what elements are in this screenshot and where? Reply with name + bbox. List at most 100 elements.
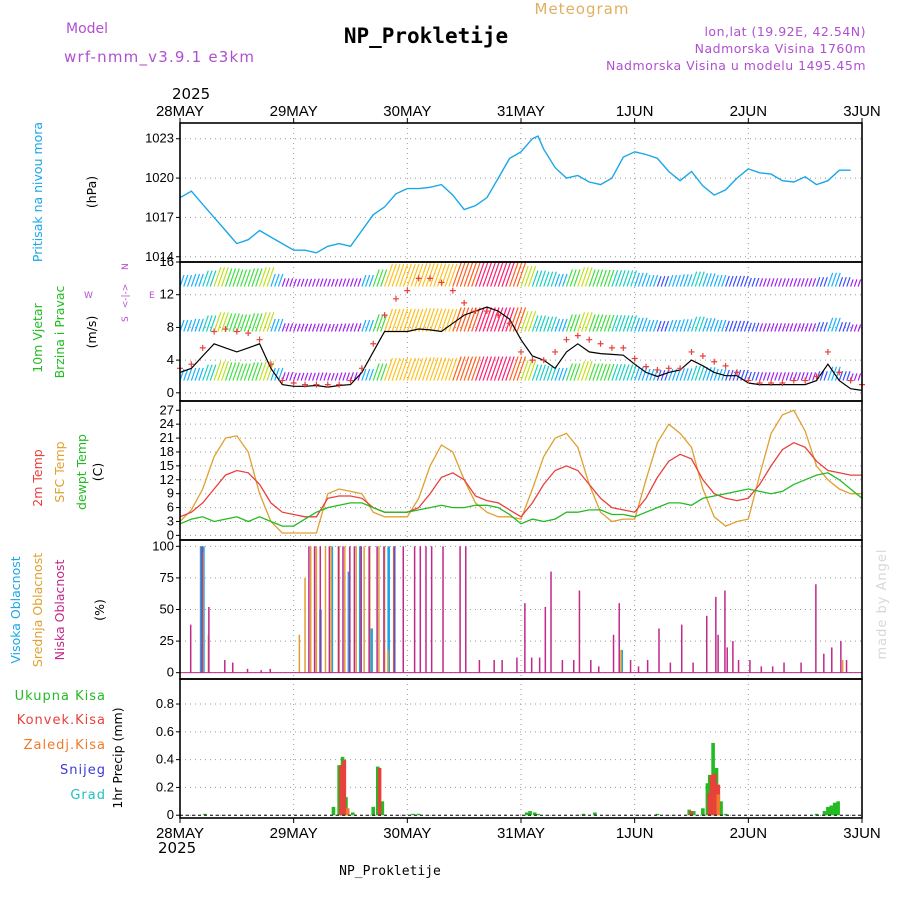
precip-bar (701, 808, 705, 816)
wind-barb (194, 318, 201, 332)
wind-barb (255, 313, 263, 332)
wind-barb (725, 320, 730, 332)
wind-barb (221, 312, 229, 332)
precip-label-total: Ukupna Kisa (15, 689, 106, 704)
wind-barb (376, 314, 384, 332)
wind-barb (262, 267, 271, 287)
wind-barb (770, 372, 775, 381)
wind-barb (759, 323, 764, 332)
wind-barb (357, 278, 362, 287)
precip-bar (713, 773, 717, 816)
wind-barb (800, 323, 805, 332)
model-label: Model (66, 21, 108, 37)
wind-barb (683, 368, 689, 381)
wind-barb (808, 372, 813, 381)
wind-barb (402, 357, 412, 381)
wind-gust-marker (768, 380, 775, 387)
y-tick-label: 0.2 (156, 779, 174, 794)
wind-barb (774, 372, 779, 381)
precip-bar (380, 801, 385, 816)
wind-barb (706, 318, 712, 332)
precip-bar (814, 813, 819, 816)
wind-barb (202, 315, 209, 332)
wind-gust-marker (699, 353, 706, 360)
wind-gust-marker (324, 381, 331, 388)
wind-barb (857, 279, 862, 287)
wind-barb (277, 273, 284, 287)
wind-barb (323, 278, 328, 287)
wind-barb (186, 274, 193, 287)
page-title: NP_Prokletije (344, 24, 508, 48)
wind-gust-marker (483, 308, 490, 315)
wind-barb (399, 357, 409, 381)
wind-barb (596, 269, 604, 287)
wind-barb (766, 323, 771, 332)
wind-barb (395, 308, 405, 332)
y-tick-label: 24 (160, 416, 174, 431)
precip-bar (581, 813, 586, 816)
wind-barb (823, 322, 828, 332)
wind-barb (421, 263, 432, 287)
wind-barb (702, 273, 709, 287)
wind-barb (353, 372, 358, 381)
wind-barb (615, 364, 622, 381)
wind-barb (823, 277, 828, 287)
wind-barb (569, 314, 577, 332)
wind-barb (482, 307, 493, 332)
compass-arrows: <-|-> (121, 284, 131, 309)
wind-barb (190, 367, 197, 381)
wind-barb (186, 319, 193, 332)
wind-gust-marker (404, 287, 411, 294)
wind-barb (384, 357, 394, 381)
wind-barb (690, 365, 698, 381)
wind-gust-marker (529, 357, 536, 364)
wind-barb (384, 263, 394, 287)
wind-barb (694, 365, 701, 381)
plot-area: 1014101710201023048121603691215182124270… (145, 122, 865, 822)
wind-barb (550, 271, 557, 287)
wind-barb (183, 274, 189, 287)
wind-gust-marker (608, 344, 615, 351)
cloud-label-2: Srednja Oblacnost (30, 553, 45, 667)
wind-barb (596, 363, 604, 381)
wind-barb (194, 367, 201, 381)
wind-barb (664, 275, 670, 287)
compass-rose: N W E S <-|-> (84, 263, 155, 322)
wind-barb (368, 274, 374, 287)
wind-barb (289, 372, 294, 381)
wind-gust-marker (392, 295, 399, 302)
pressure-label: Pritisak na nivou mora (30, 122, 45, 262)
wind-barb (520, 360, 529, 381)
wind-barb (277, 367, 284, 381)
wind-barb (236, 314, 244, 332)
wind-gust-marker (677, 365, 684, 372)
wind-barb (334, 323, 339, 332)
wind-barb (524, 311, 533, 332)
wind-barb (796, 278, 801, 287)
wind-barb (342, 323, 347, 332)
wind-barb (455, 262, 466, 287)
wind-barb (539, 315, 546, 332)
wind-barb (433, 263, 443, 287)
wind-barb (755, 371, 760, 381)
wind-barb (520, 266, 529, 287)
wind-barb (266, 267, 275, 287)
wind-barb (410, 308, 420, 332)
precip-bar (593, 812, 597, 816)
wind-barb (581, 361, 589, 381)
wind-gust-marker (824, 348, 831, 355)
wind-barb (440, 357, 450, 381)
wind-barb (611, 314, 619, 332)
wind-barb (471, 356, 481, 381)
wind-barb (300, 372, 305, 381)
wind-barb (717, 319, 723, 332)
wind-barb (759, 372, 764, 381)
wind-gust-marker (358, 365, 365, 372)
wind-barb (721, 319, 727, 332)
wind-barb (474, 307, 485, 332)
wind-barb (622, 270, 630, 287)
wind-gust-marker (472, 308, 479, 315)
wind-barb (349, 323, 354, 332)
pressure-series (179, 135, 851, 254)
wind-barb (296, 278, 301, 287)
